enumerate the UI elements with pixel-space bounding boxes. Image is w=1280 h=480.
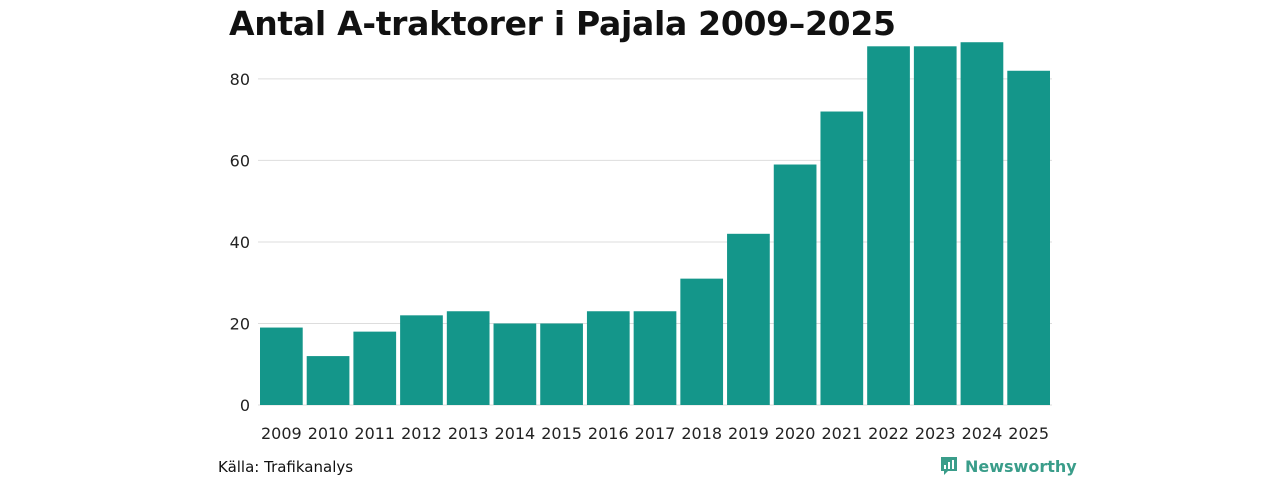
bar-2014 [493, 323, 537, 405]
bar-2012 [400, 315, 443, 405]
bar-2015 [540, 323, 583, 405]
brand-name: Newsworthy [965, 456, 1077, 476]
x-tick-label: 2023 [915, 424, 956, 443]
x-tick-labels: 2009 2010 2011 2012 2013 2014 2015 2016 2017 2018… [261, 424, 1049, 443]
x-tick-label: 2021 [821, 424, 862, 443]
x-tick-label: 2024 [962, 424, 1003, 443]
x-tick-label: 2019 [728, 424, 769, 443]
bar-2009 [260, 327, 303, 405]
brand-logo: Newsworthy [939, 455, 1077, 477]
bar-2018 [680, 278, 724, 405]
x-tick-label: 2010 [308, 424, 349, 443]
bar-2016 [586, 311, 630, 405]
source-note: Källa: Trafikanalys [218, 458, 354, 476]
x-tick-label: 2014 [495, 424, 536, 443]
y-tick-label: 80 [230, 70, 250, 89]
y-tick-label: 60 [230, 151, 250, 170]
x-tick-label: 2018 [681, 424, 722, 443]
bar-2011 [353, 331, 397, 405]
bar-2023 [913, 46, 957, 405]
x-tick-label: 2025 [1008, 424, 1049, 443]
x-tick-label: 2017 [635, 424, 676, 443]
bar-2019 [727, 233, 770, 405]
bar-2024 [960, 42, 1004, 405]
x-tick-label: 2020 [775, 424, 816, 443]
y-tick-label: 40 [230, 233, 250, 252]
x-tick-label: 2009 [261, 424, 302, 443]
bars [260, 42, 1050, 406]
y-tick-label: 20 [230, 314, 250, 333]
x-tick-label: 2012 [401, 424, 442, 443]
x-tick-label: 2011 [354, 424, 395, 443]
bar-2022 [867, 46, 910, 405]
bar-2010 [306, 356, 350, 405]
x-tick-label: 2015 [541, 424, 582, 443]
y-tick-labels: 0 20 40 60 80 [230, 70, 250, 415]
y-tick-label: 0 [240, 396, 250, 415]
newsworthy-logo-icon [941, 457, 957, 475]
bar-2013 [446, 311, 490, 405]
bar-2021 [820, 111, 864, 406]
x-tick-label: 2016 [588, 424, 629, 443]
x-tick-label: 2022 [868, 424, 909, 443]
bar-2017 [633, 311, 677, 405]
bar-2020 [773, 164, 817, 405]
x-tick-label: 2013 [448, 424, 489, 443]
chart-title: Antal A-traktorer i Pajala 2009–2025 [229, 4, 896, 43]
bar-2025 [1007, 70, 1050, 406]
